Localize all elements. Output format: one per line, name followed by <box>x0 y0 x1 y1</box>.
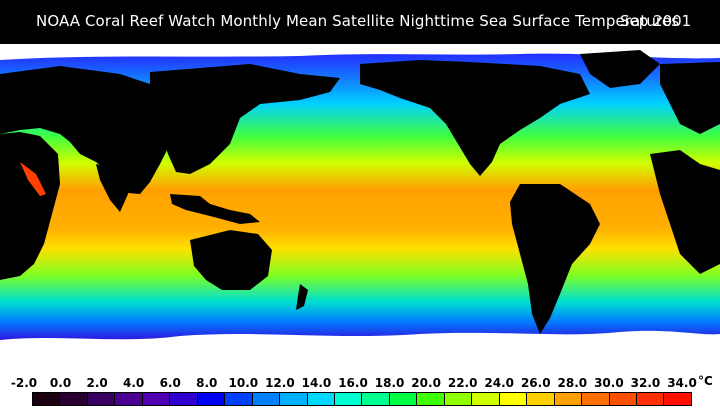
temperature-scale: -2.0 0.0 2.0 4.0 6.0 8.0 10.0 12.0 14.0 16.0 18.0 2… <box>0 374 720 411</box>
scale-tick-label: 32.0 <box>630 376 661 390</box>
unit-label: °C <box>698 374 713 388</box>
colorbar-swatch <box>636 393 665 405</box>
scale-tick-label: 34.0 <box>667 376 697 390</box>
scale-tick-label: 24.0 <box>484 376 515 390</box>
scale-tick-label: 6.0 <box>159 376 181 390</box>
colorbar-swatch <box>444 393 473 405</box>
colorbar-swatch <box>554 393 583 405</box>
colorbar <box>32 392 692 406</box>
colorbar-swatch <box>389 393 418 405</box>
sst-map-graphic <box>0 44 720 374</box>
land-europe <box>660 62 720 134</box>
land-indonesia <box>170 194 260 224</box>
scale-tick-label: 26.0 <box>520 376 551 390</box>
antarctic-ice <box>0 330 720 374</box>
colorbar-swatch <box>87 393 116 405</box>
scale-tick-label: 10.0 <box>228 376 259 390</box>
colorbar-swatch <box>225 393 253 405</box>
colorbar-swatch <box>252 393 281 405</box>
colorbar-swatch <box>417 393 445 405</box>
colorbar-swatch <box>609 393 637 405</box>
red-sea <box>20 162 46 196</box>
land-asia-east <box>150 64 340 174</box>
colorbar-swatch <box>472 393 500 405</box>
map-title: NOAA Coral Reef Watch Monthly Mean Satel… <box>36 12 680 30</box>
scale-tick-label: 28.0 <box>557 376 588 390</box>
colorbar-swatch <box>582 393 610 405</box>
landmasses <box>0 50 720 334</box>
colorbar-swatch <box>170 393 198 405</box>
title-bar: NOAA Coral Reef Watch Monthly Mean Satel… <box>0 0 720 44</box>
colorbar-swatch <box>197 393 226 405</box>
land-south-america <box>510 184 600 334</box>
colorbar-swatch <box>334 393 363 405</box>
colorbar-swatch <box>280 393 308 405</box>
colorbar-swatch <box>499 393 528 405</box>
colorbar-swatch <box>142 393 171 405</box>
land-new-zealand <box>296 284 308 310</box>
sst-map <box>0 44 720 374</box>
land-india <box>96 164 128 212</box>
scale-tick-label: 2.0 <box>86 376 108 390</box>
scale-tick-label: 18.0 <box>374 376 405 390</box>
scale-tick-label: 4.0 <box>123 376 145 390</box>
scale-tick-label: 16.0 <box>338 376 368 390</box>
colorbar-swatch <box>307 393 335 405</box>
map-date: Sep 2001 <box>620 12 692 30</box>
scale-tick-label: 30.0 <box>594 376 624 390</box>
colorbar-swatch <box>115 393 143 405</box>
scale-tick-label: -2.0 <box>10 376 38 390</box>
scale-tick-label: 20.0 <box>411 376 441 390</box>
land-africa <box>0 132 60 280</box>
arctic-ice <box>0 44 720 60</box>
land-australia <box>190 230 272 290</box>
land-africa-east <box>650 150 720 274</box>
scale-tick-label: 22.0 <box>447 376 478 390</box>
land-north-america <box>360 60 590 176</box>
scale-tick-label: 12.0 <box>265 376 295 390</box>
colorbar-swatch <box>362 393 390 405</box>
land-greenland <box>580 50 660 88</box>
land-eurasia-west <box>0 66 180 194</box>
colorbar-swatch <box>60 393 88 405</box>
scale-tick-label: 8.0 <box>196 376 218 390</box>
colorbar-swatch <box>664 393 691 405</box>
colorbar-swatch <box>527 393 555 405</box>
scale-tick-label: 14.0 <box>301 376 332 390</box>
scale-tick-label: 0.0 <box>49 376 72 390</box>
colorbar-swatch <box>33 393 61 405</box>
